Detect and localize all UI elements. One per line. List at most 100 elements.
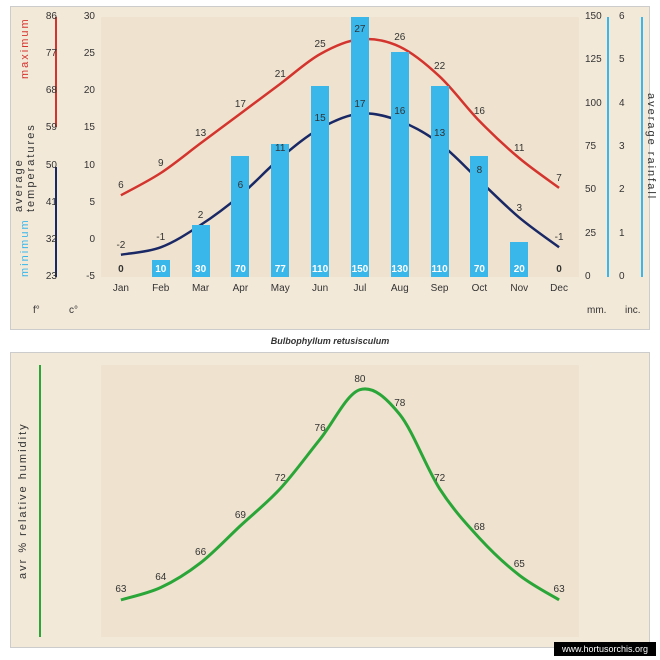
axis-tick: 59 xyxy=(29,123,57,133)
min-temp-value: 13 xyxy=(434,128,445,139)
max-temp-value: 21 xyxy=(275,69,286,80)
rainfall-bar xyxy=(271,144,289,277)
month-label: Nov xyxy=(510,283,528,294)
rainfall-value: 110 xyxy=(312,264,328,275)
axis-tick: 50 xyxy=(585,185,613,195)
month-label: Apr xyxy=(233,283,249,294)
axis-tick: 41 xyxy=(29,198,57,208)
min-temp-value: -2 xyxy=(116,240,125,251)
min-temp-value: 11 xyxy=(275,143,285,154)
max-temp-value: 6 xyxy=(118,180,124,191)
axis-tick: 5 xyxy=(67,198,95,208)
axis-tick: 25 xyxy=(67,49,95,59)
rainfall-bar xyxy=(351,17,369,277)
axis-humidity xyxy=(39,365,41,637)
rainfall-bar xyxy=(391,52,409,277)
axis-max-temp xyxy=(55,17,57,127)
humidity-value: 64 xyxy=(155,572,166,583)
vlabel-avg: average temperatures xyxy=(13,85,37,213)
month-label: Feb xyxy=(152,283,169,294)
month-label: Jan xyxy=(113,283,129,294)
bottom-panel: avr % relative humidity 63 64 66 69 72 76 80 78… xyxy=(10,352,650,648)
species-caption: Bulbophyllum retusisculum xyxy=(0,336,660,346)
axis-tick: 30 xyxy=(67,12,95,22)
unit-in: inc. xyxy=(625,305,641,316)
rainfall-value: 0 xyxy=(118,264,124,275)
axis-tick: 5 xyxy=(619,55,647,65)
max-temp-value: 9 xyxy=(158,158,164,169)
min-temp-value: 3 xyxy=(516,203,522,214)
top-curves xyxy=(101,17,579,277)
month-label: Jun xyxy=(312,283,328,294)
rainfall-value: 70 xyxy=(474,264,485,275)
axis-tick: 0 xyxy=(67,235,95,245)
min-temp-value: -1 xyxy=(156,232,165,243)
axis-tick: 20 xyxy=(67,86,95,96)
axis-tick: 3 xyxy=(619,142,647,152)
rainfall-value: 30 xyxy=(195,264,206,275)
rainfall-value: 110 xyxy=(432,264,448,275)
axis-tick: 32 xyxy=(29,235,57,245)
max-temp-value: 17 xyxy=(235,99,246,110)
source-link[interactable]: www.hortusorchis.org xyxy=(554,642,656,656)
top-plot-area: 06-2109-13013270176772111110251515027171… xyxy=(101,17,579,277)
unit-c: c° xyxy=(69,305,78,316)
rainfall-value: 70 xyxy=(235,264,246,275)
humidity-value: 63 xyxy=(115,584,126,595)
humidity-value: 72 xyxy=(434,473,445,484)
month-label: Aug xyxy=(391,283,409,294)
axis-min-temp xyxy=(55,167,57,277)
month-label: May xyxy=(271,283,290,294)
humidity-value: 80 xyxy=(354,374,365,385)
axis-tick: 25 xyxy=(585,229,613,239)
max-temp-value: 13 xyxy=(195,128,206,139)
bottom-plot-area: 636466697276807872686563 xyxy=(101,365,579,637)
axis-tick: 125 xyxy=(585,55,613,65)
max-temp-value: 26 xyxy=(394,32,405,43)
min-temp-value: -1 xyxy=(555,232,564,243)
humidity-curve xyxy=(101,365,579,637)
vlabel-humidity: avr % relative humidity xyxy=(17,365,29,637)
min-temp-value: 15 xyxy=(315,113,326,124)
axis-tick: 6 xyxy=(619,12,647,22)
min-temp-value: 17 xyxy=(354,99,365,110)
max-temp-value: 7 xyxy=(556,173,562,184)
min-temp-value: 16 xyxy=(394,106,405,117)
humidity-value: 76 xyxy=(315,423,326,434)
humidity-value: 68 xyxy=(474,522,485,533)
humidity-value: 78 xyxy=(394,398,405,409)
min-temp-value: 2 xyxy=(198,210,204,221)
axis-tick: -5 xyxy=(67,272,95,282)
rainfall-value: 150 xyxy=(352,264,369,275)
axis-tick: 68 xyxy=(29,86,57,96)
humidity-value: 65 xyxy=(514,559,525,570)
axis-tick: 4 xyxy=(619,99,647,109)
month-label: Mar xyxy=(192,283,209,294)
humidity-value: 66 xyxy=(195,547,206,558)
axis-tick: 2 xyxy=(619,185,647,195)
top-panel: minimum average temperatures maximum ave… xyxy=(10,6,650,330)
rainfall-value: 77 xyxy=(275,264,286,275)
axis-tick: 150 xyxy=(585,12,613,22)
rainfall-bar xyxy=(231,156,249,277)
axis-tick: 23 xyxy=(29,272,57,282)
rainfall-value: 0 xyxy=(556,264,562,275)
unit-mm: mm. xyxy=(587,305,606,316)
axis-tick: 86 xyxy=(29,12,57,22)
axis-tick: 50 xyxy=(29,161,57,171)
axis-tick: 0 xyxy=(619,272,647,282)
month-label: Jul xyxy=(354,283,367,294)
rainfall-value: 130 xyxy=(391,264,408,275)
min-temp-value: 6 xyxy=(238,180,244,191)
humidity-value: 69 xyxy=(235,510,246,521)
rainfall-bar xyxy=(431,86,449,277)
min-temp-value: 8 xyxy=(477,165,483,176)
month-label: Oct xyxy=(472,283,488,294)
max-temp-value: 11 xyxy=(514,143,524,154)
axis-tick: 77 xyxy=(29,49,57,59)
axis-tick: 0 xyxy=(585,272,613,282)
max-temp-value: 25 xyxy=(315,39,326,50)
vlabel-max: maximum xyxy=(19,17,31,79)
axis-tick: 1 xyxy=(619,229,647,239)
month-label: Sep xyxy=(431,283,449,294)
